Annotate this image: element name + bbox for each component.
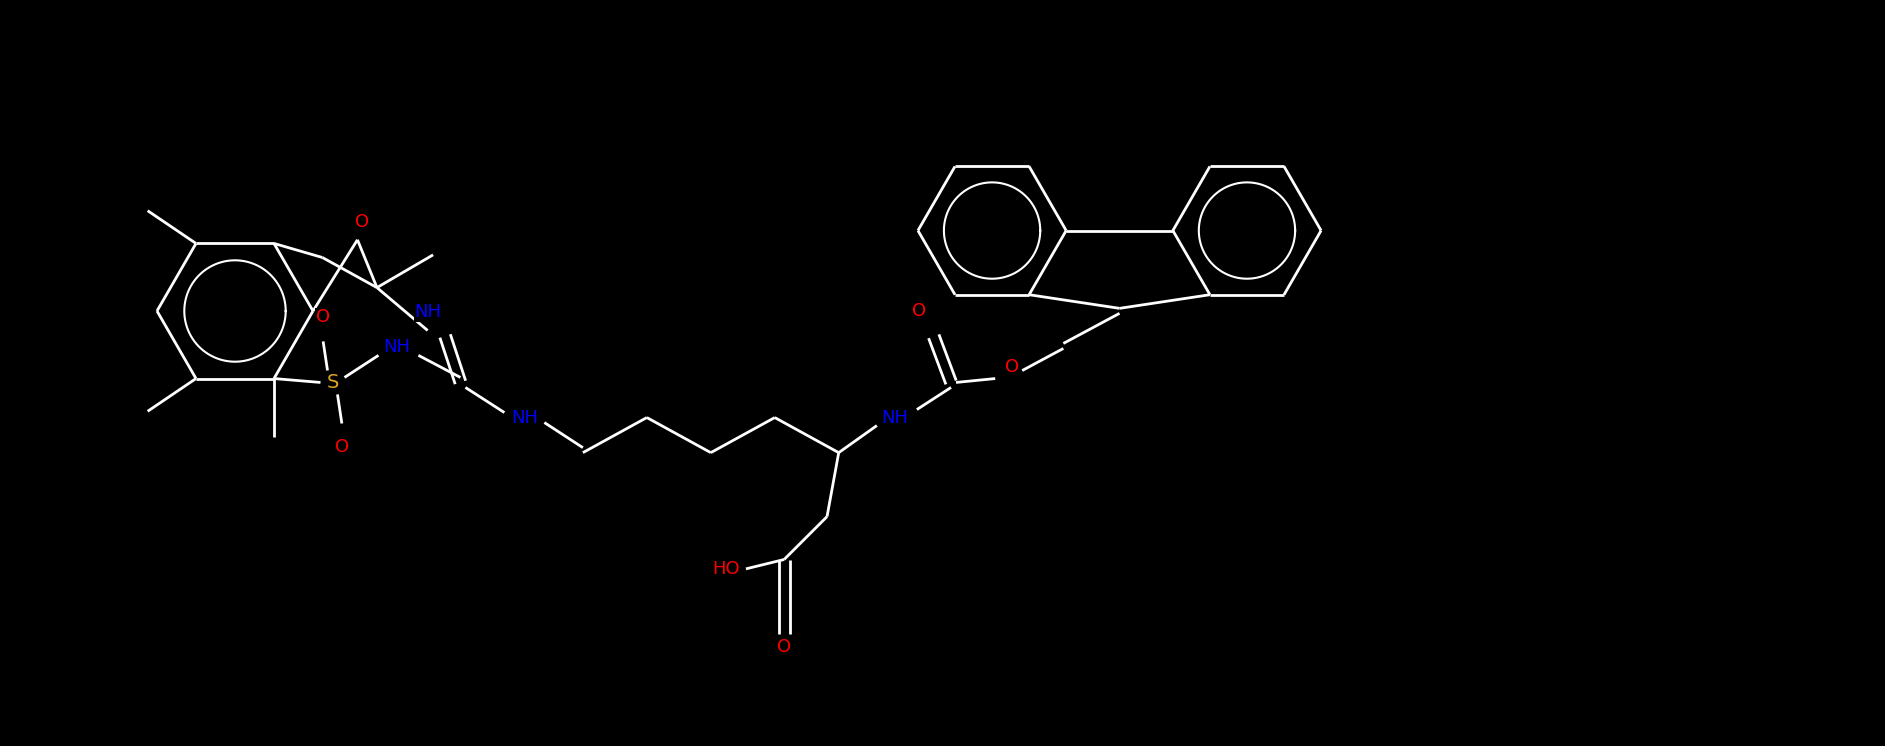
Text: O: O (777, 638, 792, 656)
Text: O: O (356, 213, 369, 231)
Text: HO: HO (713, 560, 739, 578)
Text: O: O (317, 308, 330, 327)
Text: NH: NH (511, 409, 537, 427)
Text: O: O (912, 302, 926, 320)
Text: S: S (326, 373, 339, 392)
Text: NH: NH (882, 409, 909, 427)
Text: NH: NH (383, 339, 409, 357)
Text: O: O (336, 439, 349, 457)
Text: NH: NH (415, 303, 441, 321)
Text: O: O (1005, 357, 1020, 375)
